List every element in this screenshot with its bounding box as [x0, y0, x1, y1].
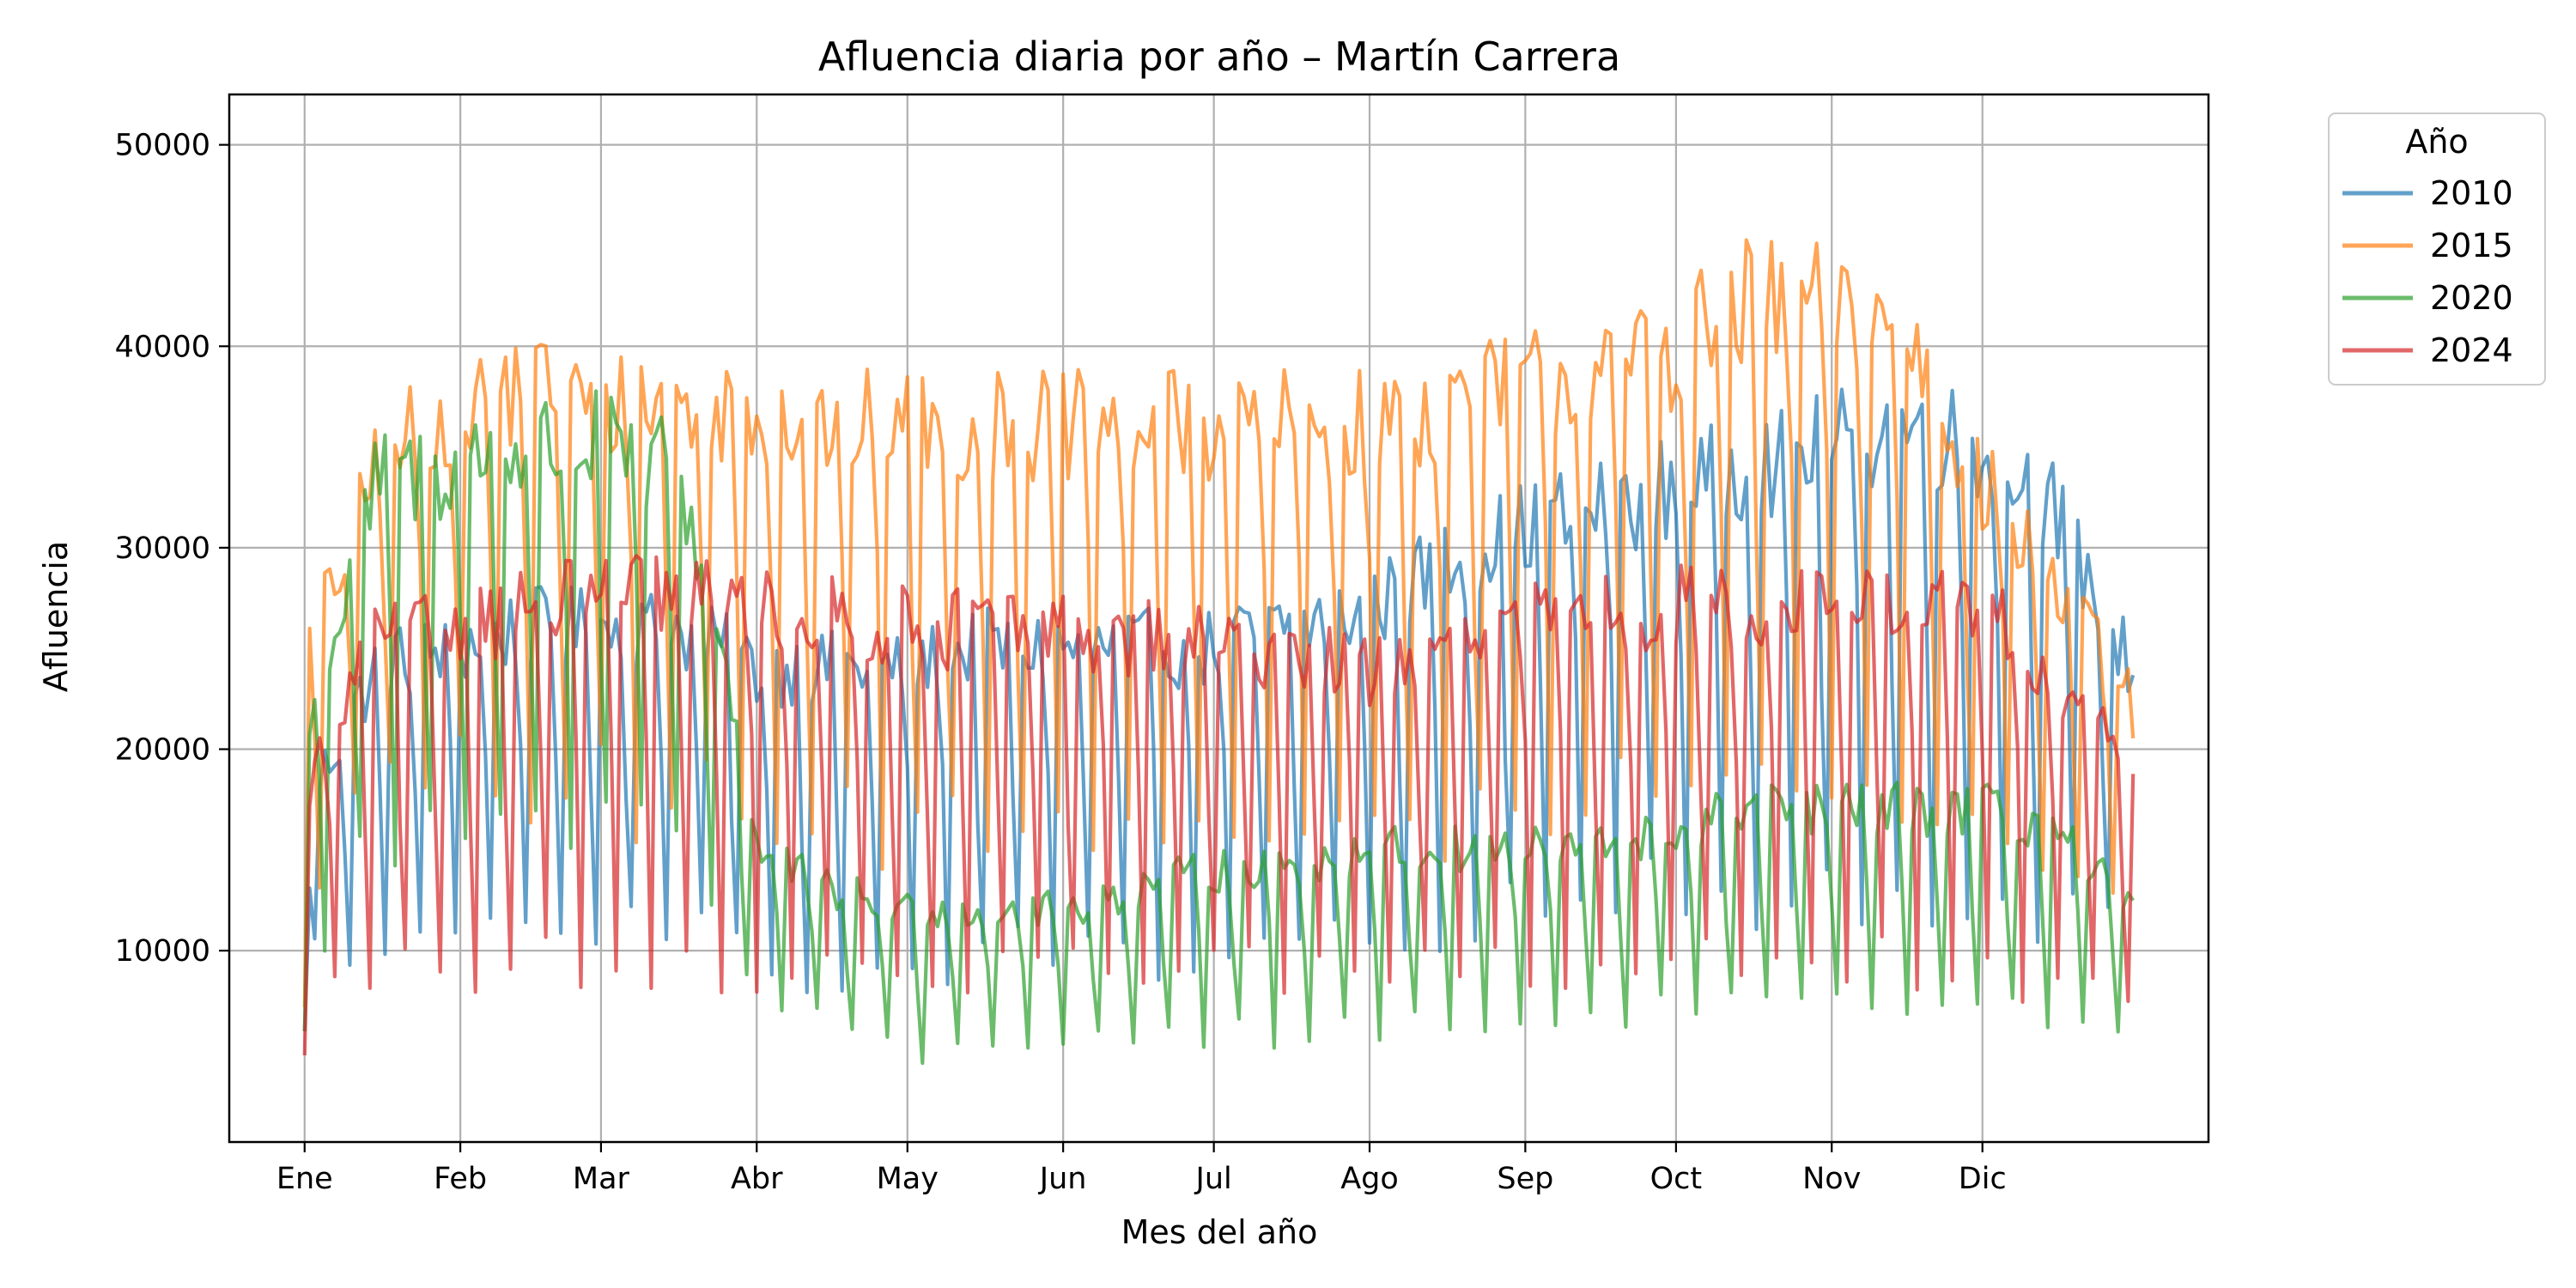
- legend-label: 2015: [2430, 227, 2513, 264]
- y-tick-label: 10000: [115, 934, 210, 969]
- x-tick-label: Sep: [1497, 1162, 1553, 1196]
- x-tick-label: Oct: [1650, 1162, 1703, 1196]
- series-line-2024: [302, 554, 2136, 1056]
- x-tick-label: May: [877, 1162, 939, 1196]
- x-tick-label: Abr: [731, 1162, 783, 1196]
- legend-label: 2024: [2430, 331, 2513, 369]
- y-axis-label: Afluencia: [37, 541, 75, 692]
- x-tick-label: Mar: [573, 1162, 630, 1196]
- y-tick-label: 30000: [115, 532, 210, 566]
- plot-frame: [228, 93, 2210, 1144]
- x-axis-label: Mes del año: [1121, 1213, 1318, 1251]
- legend-title: Año: [2405, 123, 2468, 161]
- x-tick-label: Ene: [276, 1162, 333, 1196]
- x-axis: Ene Feb Mar Abr May Jun Jul Ago Sep Oct Nov Dic: [276, 1142, 2007, 1196]
- x-tick-label: Dic: [1959, 1162, 2007, 1196]
- plot-series-group: [302, 238, 2136, 1066]
- x-tick-label: Jul: [1194, 1162, 1232, 1196]
- y-tick-label: 40000: [115, 330, 210, 364]
- x-tick-label: Jun: [1038, 1162, 1087, 1196]
- x-tick-label: Nov: [1802, 1162, 1861, 1196]
- legend: Año 2010 2015 2020 2024: [2328, 112, 2546, 386]
- chart-title: Afluencia diaria por año – Martín Carrer…: [818, 33, 1620, 80]
- y-axis: 10000 20000 30000 40000 50000: [115, 129, 229, 969]
- y-tick-label: 50000: [115, 129, 210, 163]
- legend-items: 2010 2015 2020 2024: [2342, 174, 2513, 369]
- legend-label: 2010: [2430, 174, 2513, 212]
- y-tick-label: 20000: [115, 733, 210, 768]
- legend-box: [2328, 112, 2546, 386]
- legend-label: 2020: [2430, 279, 2513, 317]
- x-tick-label: Ago: [1340, 1162, 1399, 1196]
- series-line-2020: [302, 389, 2135, 1066]
- x-tick-label: Feb: [434, 1162, 487, 1196]
